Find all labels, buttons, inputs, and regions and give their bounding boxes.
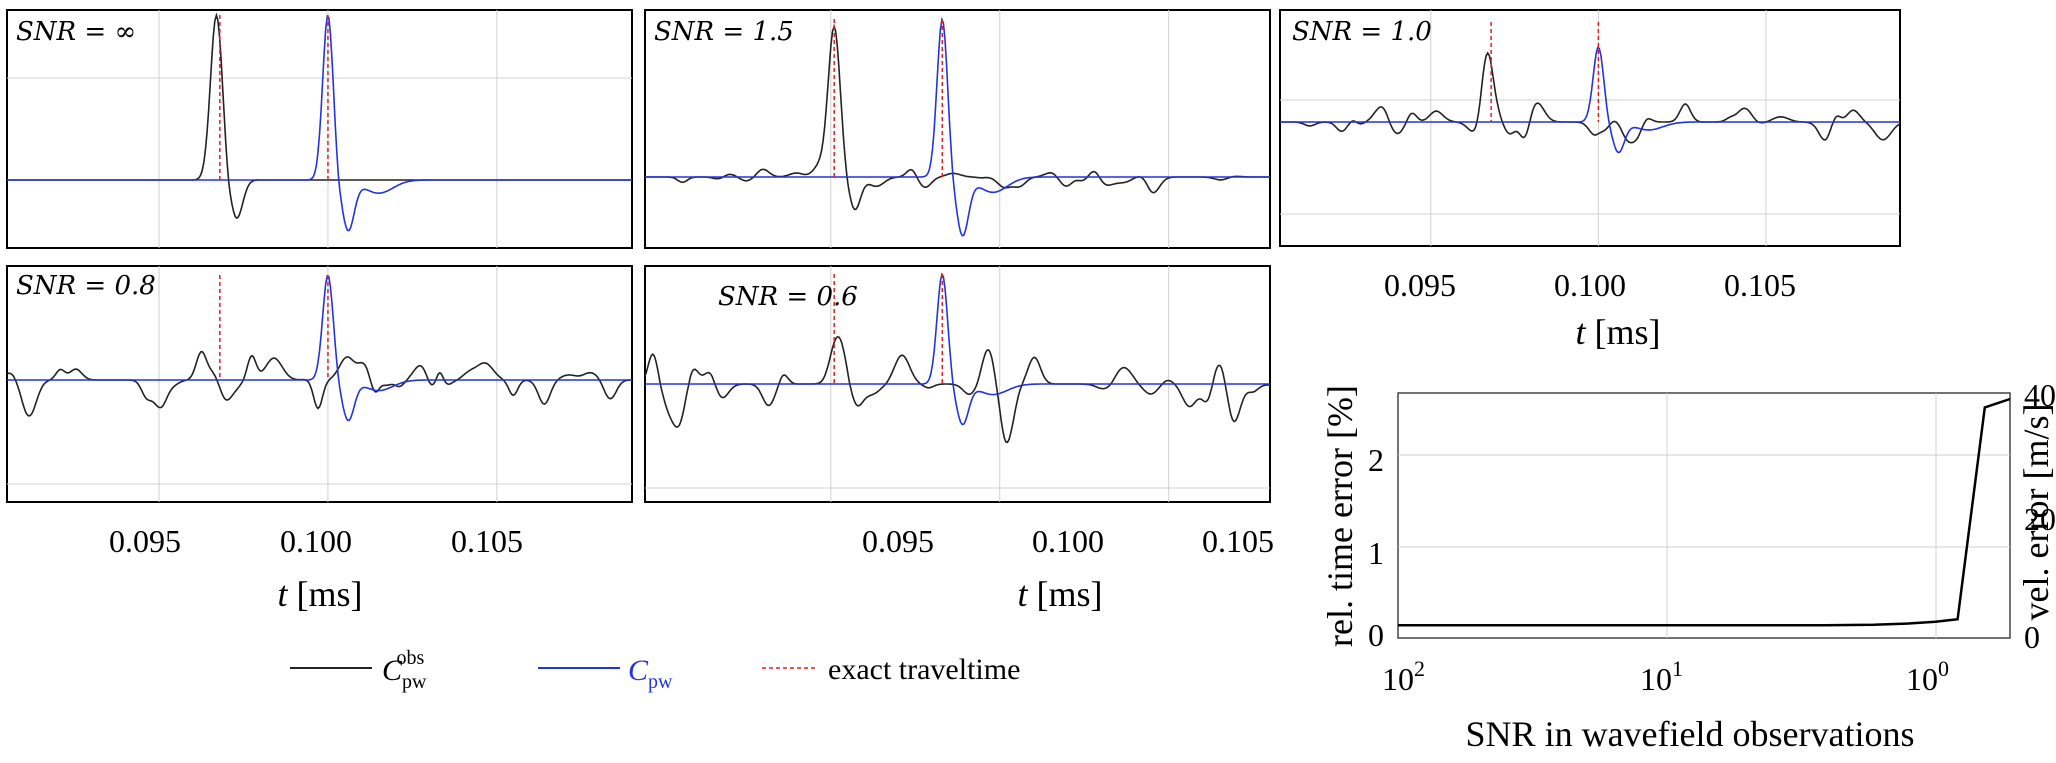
legend-label-obs: Cpwobs (382, 647, 427, 693)
y-left-tick: 0 (1368, 617, 1384, 653)
legend-label-pw: Cpw (628, 654, 673, 693)
y-right-tick: 20 (2024, 501, 2056, 537)
x-tick-label: 0.100 (1032, 523, 1104, 559)
legend-label-exact: exact traveltime (828, 653, 1020, 686)
series-c-pw (645, 272, 1270, 426)
error-plot-frame (1397, 392, 2011, 639)
x-tick-label: 0.105 (1724, 267, 1796, 303)
panel-frame (6, 9, 633, 249)
x-log-tick: 102 (1382, 656, 1425, 697)
x-axis-left: 0.095 0.100 0.105 t [ms] (109, 523, 523, 614)
series-c-pw-obs (6, 350, 633, 417)
y-right-tick: 40 (2024, 377, 2056, 413)
x-log-tick: 101 (1640, 656, 1683, 697)
x-tick-label: 0.100 (280, 523, 352, 559)
x-log-tick: 100 (1906, 656, 1949, 697)
error-y-right-title: vel. error [m/s] (2016, 404, 2056, 621)
y-left-tick: 1 (1368, 535, 1384, 571)
panel-snr-1-0: SNR = 1.0 (1279, 9, 1901, 247)
snr-label: SNR = 0.6 (718, 282, 858, 312)
series-c-pw (645, 16, 1270, 237)
x-tick-label: 0.095 (862, 523, 934, 559)
panel-frame (644, 9, 1271, 249)
x-tick-label: 0.100 (1554, 267, 1626, 303)
x-tick-label: 0.095 (1384, 267, 1456, 303)
series-c-pw-obs (644, 336, 1271, 444)
x-tick-label: 0.095 (109, 523, 181, 559)
x-axis-right: 0.095 0.100 0.105 t [ms] (1384, 267, 1796, 352)
snr-label: SNR = ∞ (16, 17, 136, 47)
x-axis-title: t [ms] (1575, 312, 1660, 352)
panel-snr-0-6: SNR = 0.6 (644, 265, 1271, 503)
y-left-tick: 2 (1368, 442, 1384, 478)
error-plot: 0 1 2 0 20 40 102 101 100 SNR in wavefie… (1320, 377, 2056, 754)
series-c-pw-obs (645, 23, 1270, 211)
x-axis-title: t [ms] (1017, 574, 1102, 614)
snr-label: SNR = 1.0 (1292, 17, 1432, 47)
panel-snr-0-8: SNR = 0.8 (6, 265, 633, 503)
panel-snr-inf: SNR = ∞ (6, 9, 633, 249)
series-c-pw (1280, 46, 1900, 154)
panel-frame (6, 265, 633, 503)
x-tick-label: 0.105 (1202, 523, 1274, 559)
panel-frame (1279, 9, 1901, 247)
error-y-left-title: rel. time error [%] (1320, 385, 1360, 647)
series-c-pw (7, 14, 632, 232)
x-axis-title: t [ms] (277, 574, 362, 614)
error-x-axis-title: SNR in wavefield observations (1466, 714, 1915, 754)
x-axis-middle: 0.095 0.100 0.105 t [ms] (862, 523, 1274, 614)
x-tick-label: 0.105 (451, 523, 523, 559)
snr-label: SNR = 1.5 (654, 17, 794, 47)
panel-snr-1-5: SNR = 1.5 (644, 9, 1271, 249)
y-right-tick: 0 (2024, 619, 2040, 655)
series-c-pw (7, 274, 632, 422)
snr-label: SNR = 0.8 (16, 271, 156, 301)
error-series-line (1398, 397, 2011, 627)
legend: Cpwobs Cpw exact traveltime (290, 647, 1020, 693)
